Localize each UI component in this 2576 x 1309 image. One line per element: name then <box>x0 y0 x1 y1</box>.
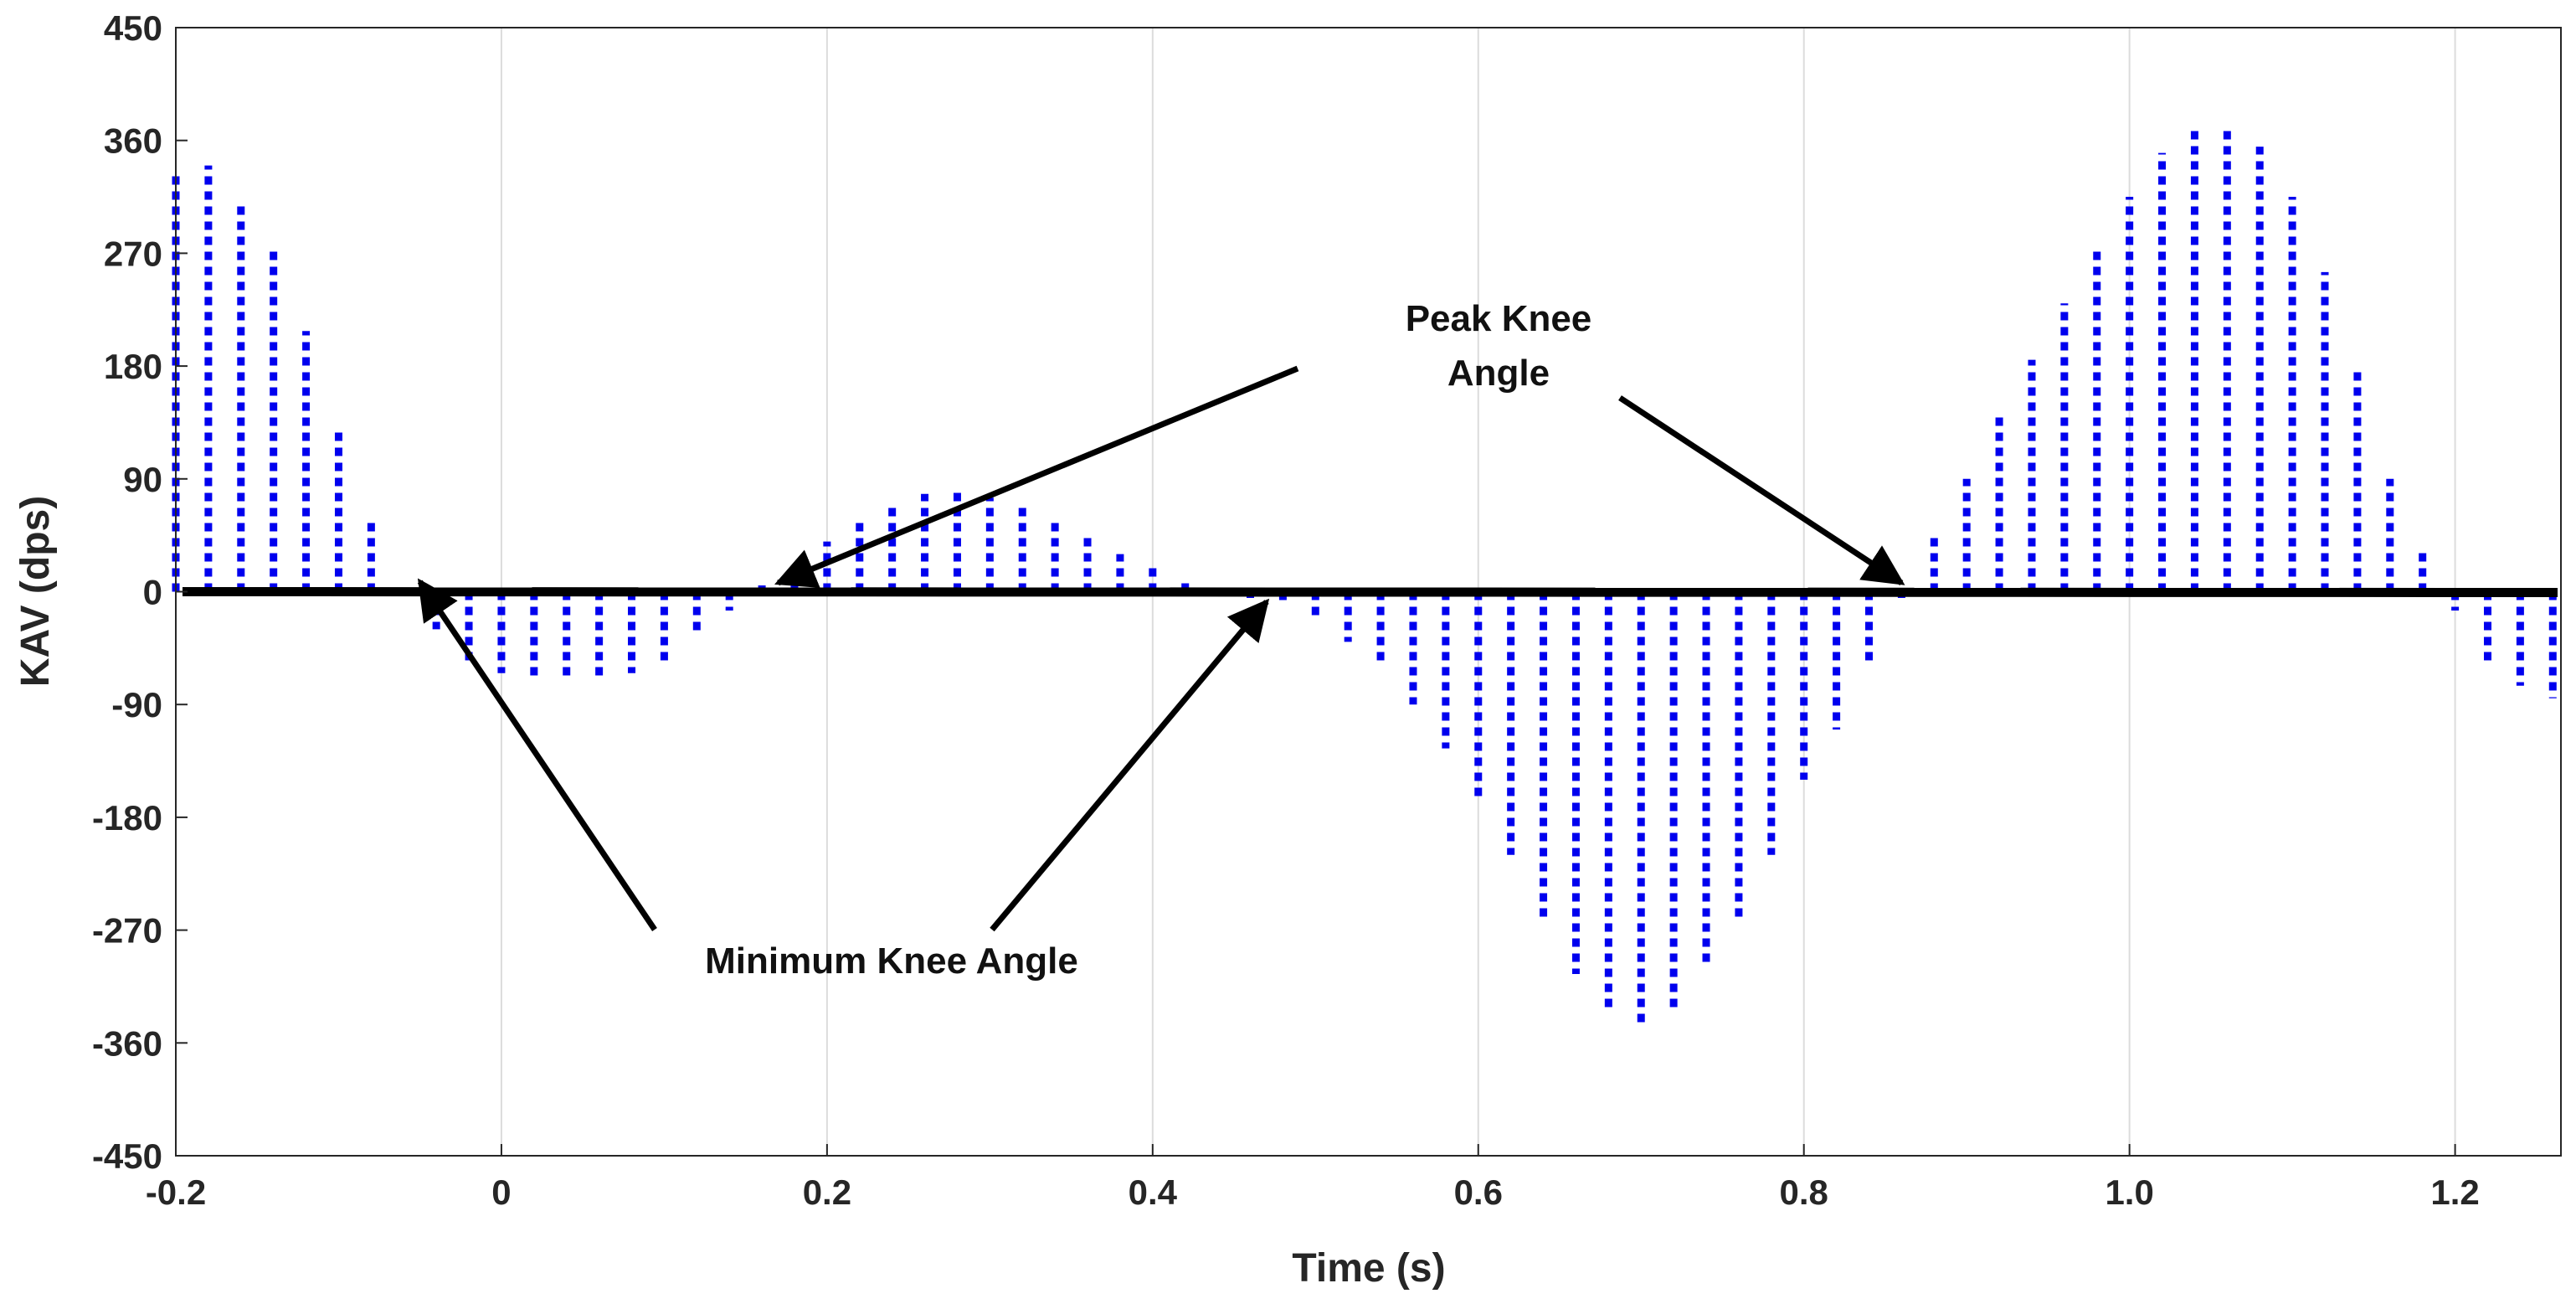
annotations: Peak Knee Angle Minimum Knee Angle <box>417 298 1905 982</box>
x-tick-label: 0 <box>491 1172 511 1212</box>
annotation-arrow <box>1618 395 1905 585</box>
zero-baseline <box>182 587 2558 597</box>
y-tick-label: -360 <box>92 1023 162 1063</box>
y-tick-label: -90 <box>111 685 162 724</box>
baseline-line <box>182 587 2558 597</box>
x-tick-label: 1.2 <box>2430 1172 2479 1212</box>
x-axis-title: Time (s) <box>1292 1246 1445 1291</box>
y-tick-label: 450 <box>104 8 162 48</box>
peak-knee-angle-label-line1: Peak Knee <box>1406 298 1592 339</box>
x-tick-label: 1.0 <box>2105 1172 2153 1212</box>
y-tick-label: 180 <box>104 347 162 386</box>
x-tick-label: 0.4 <box>1129 1172 1178 1212</box>
peak-knee-angle-label-line2: Angle <box>1447 353 1550 394</box>
x-tick-label: 0.8 <box>1780 1172 1828 1212</box>
y-tick-label: 270 <box>104 234 162 273</box>
axis-ticks: -0.2 0 0.2 0.4 0.6 0.8 1.0 1.2 450 360 270 180 90 0 -9… <box>92 8 2480 1212</box>
y-axis-title: KAV (dps) <box>13 496 58 687</box>
annotation-arrow <box>774 365 1299 588</box>
x-tick-label: 0.6 <box>1454 1172 1503 1212</box>
y-tick-label: -450 <box>92 1136 162 1176</box>
y-tick-label: -270 <box>92 911 162 951</box>
y-tick-label: 90 <box>123 460 162 499</box>
y-tick-label: 360 <box>104 121 162 161</box>
minimum-knee-angle-label: Minimum Knee Angle <box>705 941 1078 982</box>
y-tick-label: -180 <box>92 798 162 837</box>
x-tick-label: -0.2 <box>146 1172 206 1212</box>
annotation-arrow <box>990 598 1270 932</box>
x-tick-label: 0.2 <box>803 1172 851 1212</box>
annotation-arrow <box>417 578 657 931</box>
y-tick-label: 0 <box>143 573 162 612</box>
